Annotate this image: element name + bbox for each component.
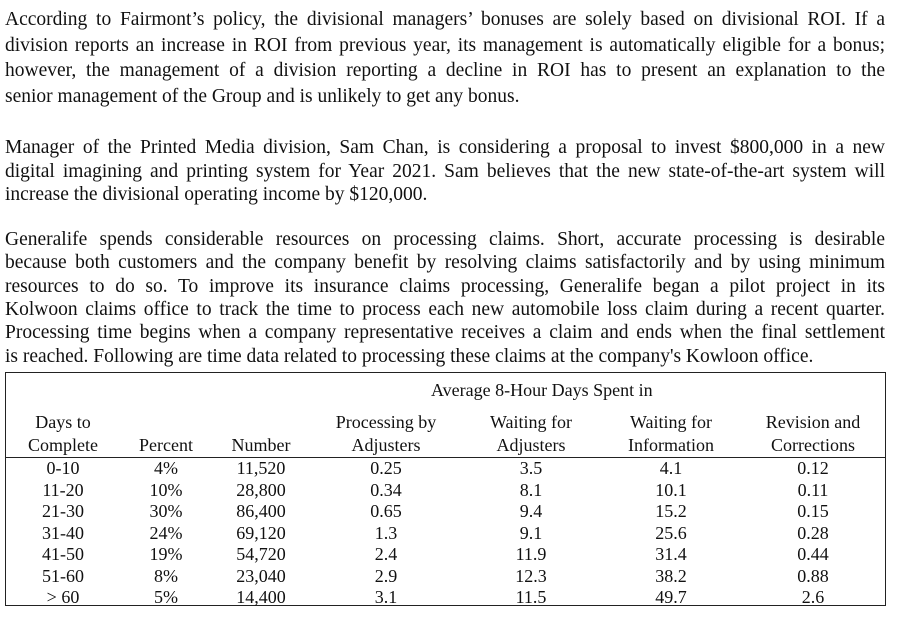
table-cell: 2.6 [801,587,825,607]
table-cell: 30% [149,501,183,521]
paragraph-line: however, the management of a division re… [5,60,885,81]
table-cell: 3.1 [374,587,398,607]
data-table: Average 8-Hour Days Spent in Days to Comp… [5,372,886,607]
table-cell: 4% [154,458,178,478]
table-cell: 23,040 [236,565,286,586]
table-cell: 0.15 [797,501,829,521]
table-cell: 0.34 [370,479,402,500]
paragraph-line: increase the divisional operating income… [5,184,428,205]
table-cell: 4.1 [659,458,683,478]
table-cell: 21-30 [42,501,84,521]
table-cell: 0.44 [797,544,829,564]
paragraph-line: is reached. Following are time data rela… [5,345,814,367]
table-cell: 49.7 [655,587,687,607]
group-header: Average 8-Hour Days Spent in [431,380,653,400]
table-cell: 0.12 [797,458,829,478]
table-cell: 0.11 [797,479,829,500]
table-cell: 25.6 [655,522,687,543]
table-cell: 14,400 [236,587,286,607]
table-cell: 10% [149,479,183,500]
table-cell: 54,720 [236,544,286,564]
table-cell: 12.3 [515,565,547,586]
table-cell: 69,120 [236,522,286,543]
column-header: Adjusters [351,434,421,455]
header-rule [6,457,885,458]
table-cell: 38.2 [655,565,687,586]
table-cell: 8% [154,565,178,586]
table-cell: 0.88 [797,565,829,586]
paragraph-line: because both customers and the company b… [5,252,885,274]
column-header: Adjusters [496,434,566,455]
column-header: Corrections [771,434,855,455]
table-cell: 0.65 [370,501,402,521]
table-cell: 2.9 [374,565,398,586]
column-header: Waiting for [489,412,573,432]
paragraph-line: division reports an increase in ROI from… [5,34,885,56]
table-cell: 11.9 [515,544,547,564]
paragraph-line: resources to do so. To improve its insur… [5,275,885,297]
table-cell: 0.25 [370,458,402,478]
column-header: Waiting for [629,412,713,432]
table-cell: 3.5 [519,458,543,478]
paragraph-line: Processing time begins when a company re… [5,322,885,344]
column-header: Number [231,434,291,455]
paragraph-line: Kolwoon claims office to track the time … [5,298,885,320]
column-header: Processing by [335,412,437,432]
table-cell: 31-40 [42,522,84,543]
column-header: Revision and [765,412,861,432]
paragraph-line: Manager of the Printed Media division, S… [5,137,885,158]
table-cell: 31.4 [655,544,687,564]
table-cell: 9.1 [519,522,543,543]
paragraph-line: digital imagining and printing system fo… [5,160,885,182]
column-header: Percent [139,434,193,455]
paragraph-line: According to Fairmont’s policy, the divi… [5,9,885,30]
table-cell: 9.4 [519,501,543,521]
table-cell: > 60 [46,587,80,607]
table-cell: 19% [149,544,183,564]
table-cell: 41-50 [42,544,84,564]
paragraph-line: Generalife spends considerable resources… [5,229,885,250]
table-cell: 28,800 [236,479,286,500]
column-header: Information [628,434,714,455]
column-header: Days to [35,412,91,432]
table-cell: 8.1 [519,479,543,500]
table-cell: 51-60 [42,565,84,586]
column-header: Complete [28,434,98,455]
paragraph-line: senior management of the Group and is un… [5,85,520,107]
table-cell: 10.1 [655,479,687,500]
table-cell: 1.3 [374,522,398,543]
table-cell: 2.4 [374,544,398,564]
table-cell: 11-20 [42,479,84,500]
table-cell: 11.5 [515,587,547,607]
table-cell: 0-10 [46,458,80,478]
table-cell: 86,400 [236,501,286,521]
table-cell: 24% [149,522,183,543]
table-cell: 11,520 [236,458,286,478]
table-cell: 0.28 [797,522,829,543]
table-cell: 5% [154,587,178,607]
table-cell: 15.2 [655,501,687,521]
